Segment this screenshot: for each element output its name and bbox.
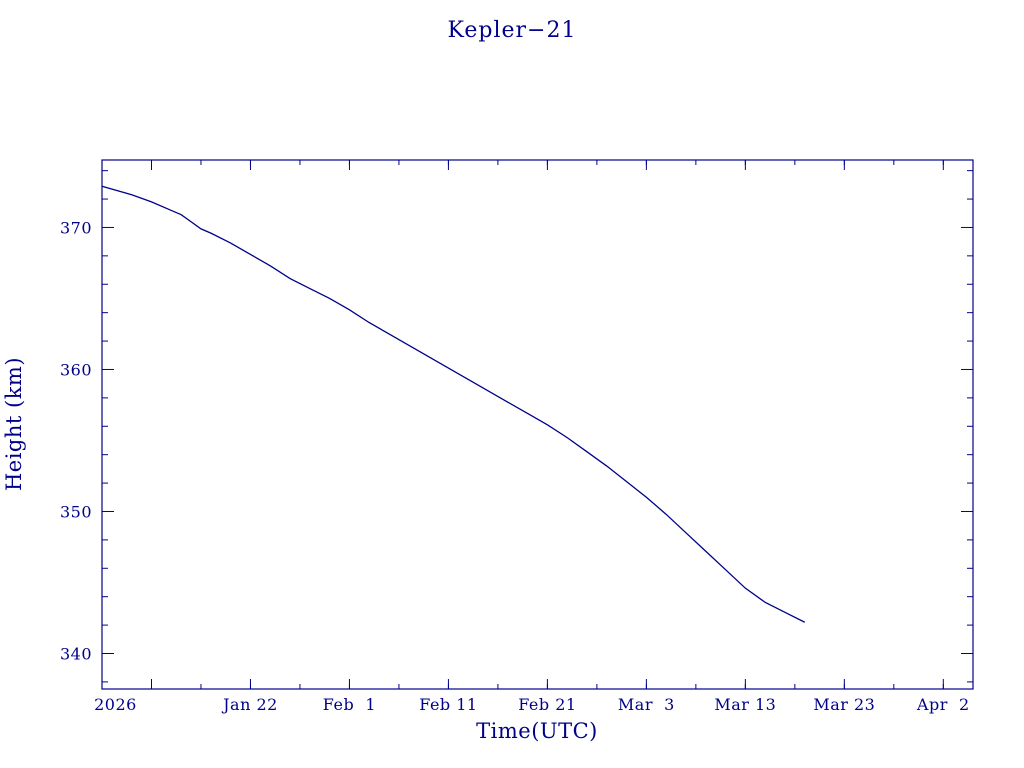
axis-ticks	[101, 160, 973, 689]
x-tick-label: Mar 13	[714, 695, 776, 714]
x-tick-label: Mar 3	[618, 695, 675, 714]
x-tick-label: Feb 1	[323, 695, 376, 714]
x-tick-label: Feb 11	[419, 695, 477, 714]
y-axis-label: Height (km)	[2, 357, 26, 491]
x-tick-label: Mar 23	[813, 695, 875, 714]
y-tick-label: 340	[60, 644, 92, 663]
height-series-line	[101, 185, 806, 623]
tick-labels: 2026 Jan 22 Feb 1 Feb 11 Feb 21 Mar 3 Mar 13 Ma…	[60, 218, 970, 714]
x-tick-label: Jan 22	[221, 695, 278, 714]
y-tick-label: 350	[60, 502, 92, 521]
x-tick-label: Apr 2	[916, 695, 970, 714]
plot-frame	[101, 159, 974, 690]
y-tick-label: 370	[60, 218, 92, 237]
y-tick-label: 360	[60, 360, 92, 379]
x-axis-label: Time(UTC)	[476, 719, 598, 743]
x-tick-label: Feb 21	[518, 695, 576, 714]
x-tick-label: 2026	[94, 695, 137, 714]
chart-title: Kepler−21	[448, 18, 577, 43]
